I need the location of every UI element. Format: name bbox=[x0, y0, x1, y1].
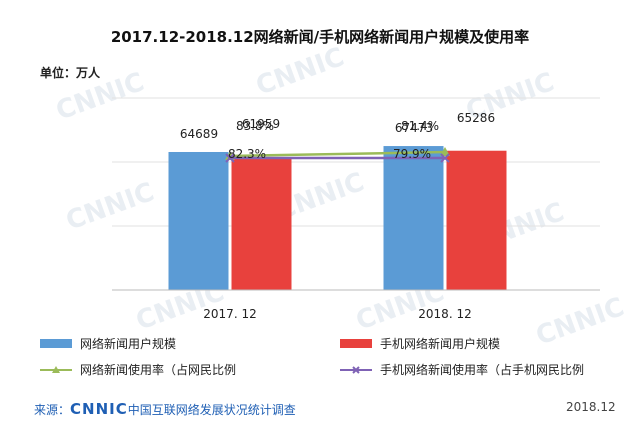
legend-label: 手机网络新闻用户规模 bbox=[380, 336, 500, 351]
legend-marker bbox=[352, 366, 360, 374]
rate-value-label: 83.8% bbox=[236, 119, 274, 133]
legend-item: 网络新闻用户规模 bbox=[40, 336, 176, 351]
rate-value-label: 82.3% bbox=[228, 147, 266, 161]
bar-value-label: 64689 bbox=[180, 127, 218, 141]
rate-marker bbox=[225, 153, 235, 163]
data-labels-group: 64689 67473 61959 65286 83.8% 81.4% 82.3% 79.9% bbox=[180, 111, 495, 161]
x-tick-label: 2017. 12 bbox=[203, 307, 256, 321]
watermark-text: CNNIC bbox=[62, 177, 158, 236]
cnnic-logo: CNNIC bbox=[70, 400, 128, 418]
x-axis: 2017. 12 2018. 12 bbox=[112, 289, 600, 321]
rate-marker bbox=[440, 147, 450, 157]
legend-marker bbox=[52, 366, 60, 373]
source-org-name: 中国互联网络发展状况统计调查 bbox=[127, 403, 296, 417]
rate-value-label: 79.9% bbox=[393, 147, 431, 161]
source-prefix: 来源： bbox=[34, 403, 71, 417]
bar-value-label: 67473 bbox=[395, 121, 433, 135]
bars-group bbox=[168, 146, 507, 290]
unit-label: 单位：万人 bbox=[40, 66, 101, 80]
legend-label: 手机网络新闻使用率（占手机网民比例 bbox=[380, 362, 584, 377]
legend-swatch bbox=[340, 339, 372, 348]
chart-title: 2017.12-2018.12网络新闻/手机网络新闻用户规模及使用率 bbox=[110, 28, 530, 46]
legend-label: 网络新闻使用率（占网民比例 bbox=[80, 362, 236, 377]
legend-item: 手机网络新闻使用率（占手机网民比例 bbox=[340, 362, 584, 377]
bar bbox=[168, 151, 229, 290]
rate-lines-group bbox=[225, 147, 450, 163]
x-tick-label: 2018. 12 bbox=[418, 307, 471, 321]
watermark-text: CNNIC bbox=[532, 292, 628, 351]
legend-item: 网络新闻使用率（占网民比例 bbox=[40, 362, 236, 377]
legend-item: 手机网络新闻用户规模 bbox=[340, 336, 500, 351]
bar bbox=[383, 146, 444, 290]
watermark-text: CNNIC bbox=[52, 67, 148, 126]
watermark-text: CNNIC bbox=[252, 42, 348, 101]
rate-value-label: 81.4% bbox=[401, 119, 439, 133]
bar-value-label: 61959 bbox=[242, 117, 280, 131]
legend-label: 网络新闻用户规模 bbox=[80, 336, 176, 351]
rate-marker bbox=[440, 153, 450, 163]
bar-value-label: 65286 bbox=[457, 111, 495, 125]
source-line: 来源：CNNIC中国互联网络发展状况统计调查 bbox=[34, 400, 296, 418]
rate-line bbox=[229, 150, 446, 158]
bar bbox=[446, 150, 507, 290]
bar bbox=[231, 157, 292, 290]
legend-swatch bbox=[40, 339, 72, 348]
date-label: 2018.12 bbox=[566, 400, 616, 414]
